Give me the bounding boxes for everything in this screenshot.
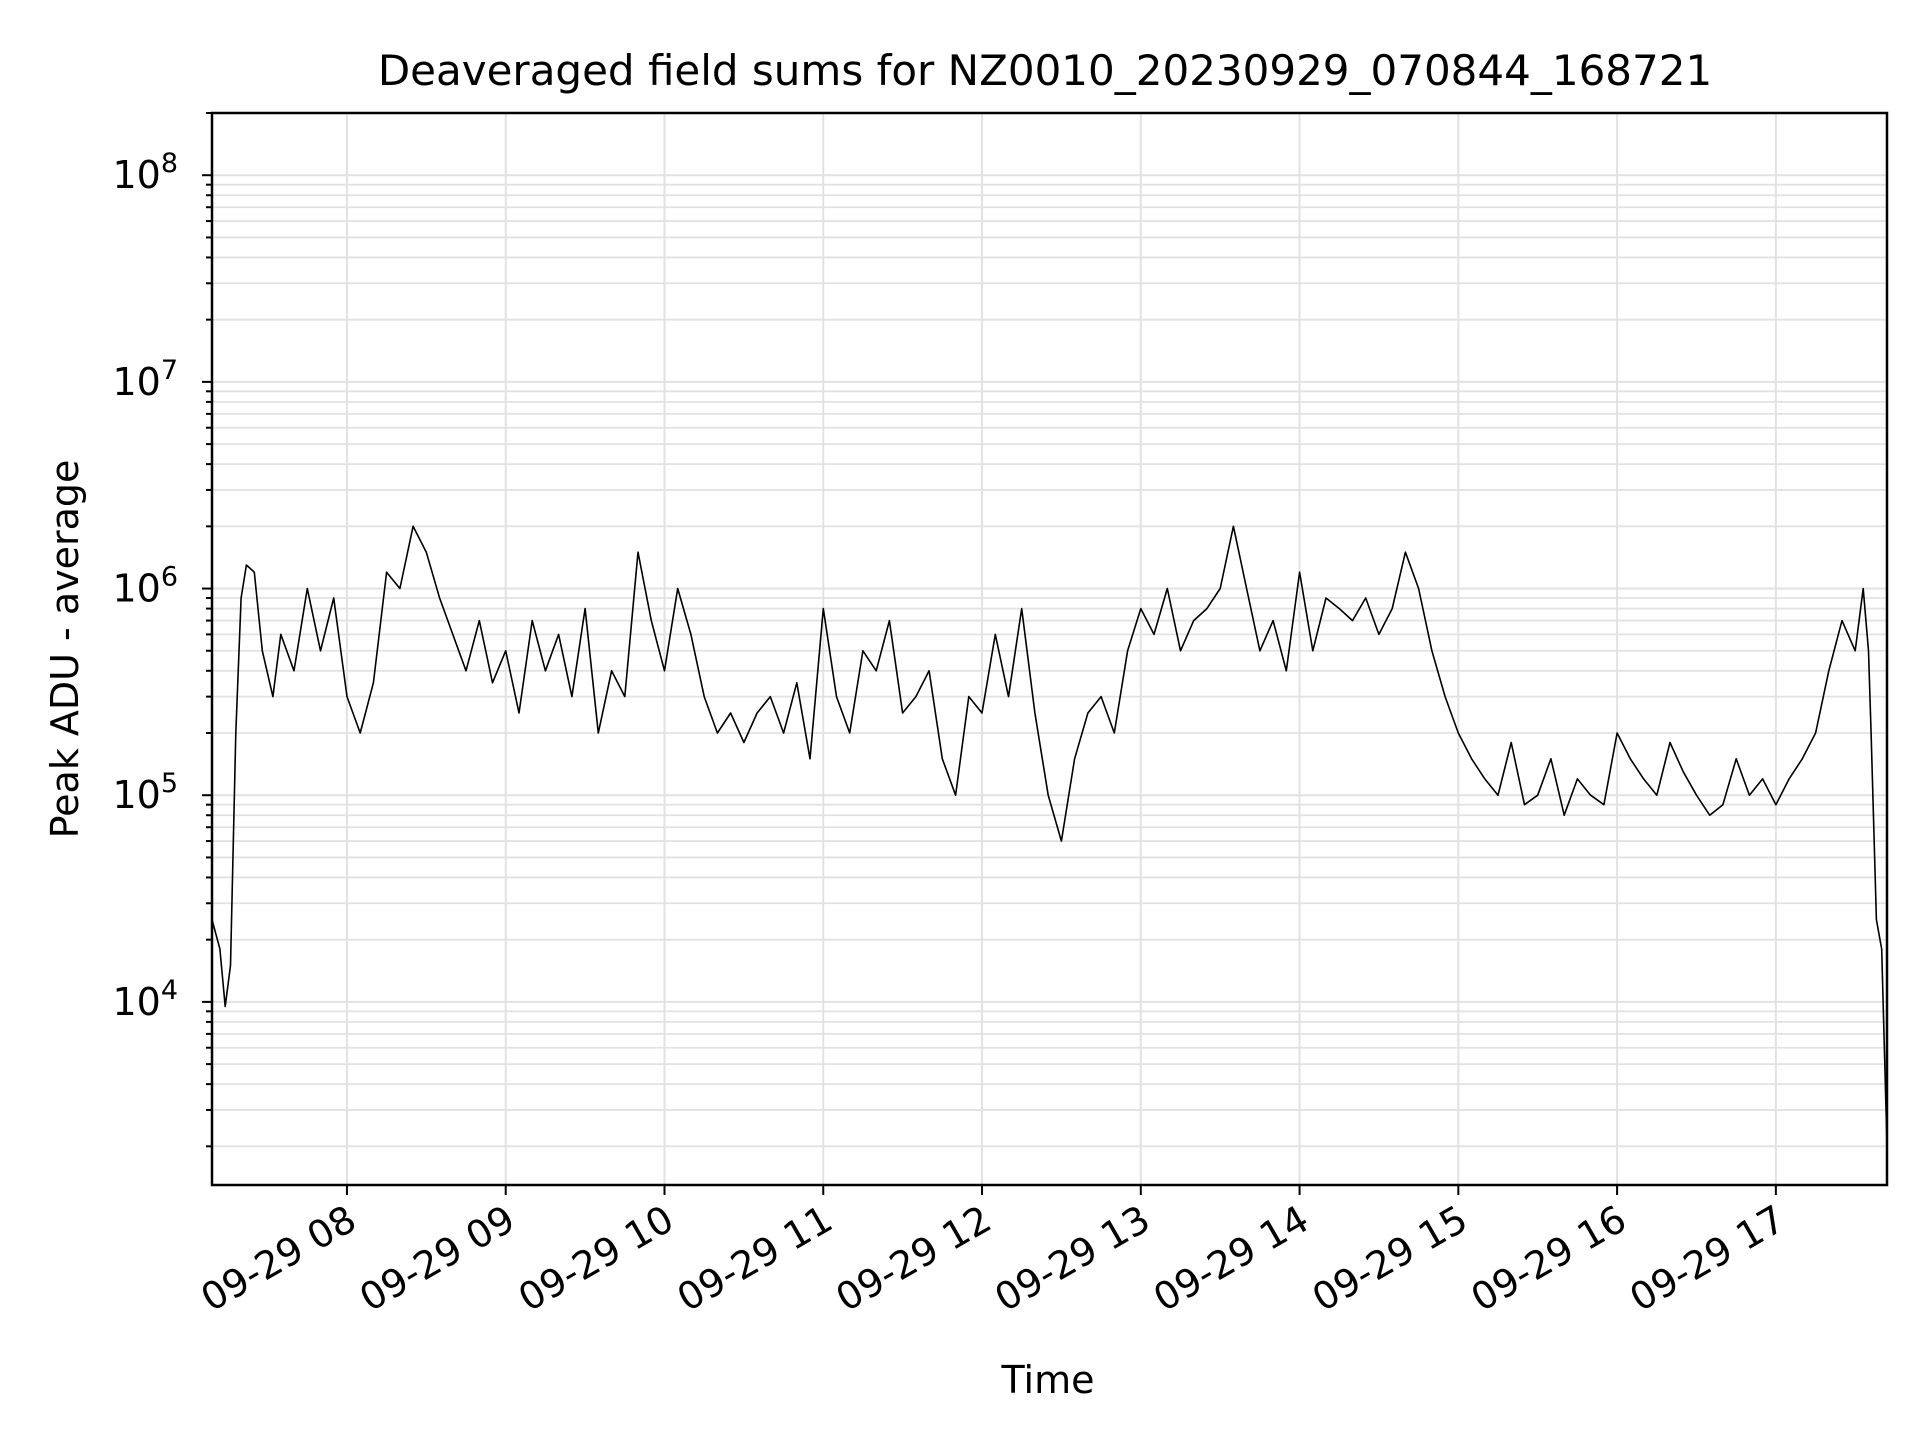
y-tick-label: 108	[112, 148, 178, 197]
y-tick-label: 104	[112, 975, 178, 1024]
y-tick-label: 105	[112, 768, 178, 817]
y-axis-label: Peak ADU - average	[43, 460, 87, 839]
y-tick-label-base: 10	[112, 980, 160, 1024]
y-tick-label: 107	[112, 355, 178, 404]
y-tick-label-base: 10	[112, 153, 160, 197]
plot-frame	[210, 111, 1889, 1187]
x-axis-label: Time	[1001, 1358, 1095, 1402]
y-tick-label-exponent: 4	[161, 975, 178, 1006]
series-line	[211, 525, 1888, 1147]
y-tick-label-exponent: 7	[161, 355, 178, 386]
y-tick-label-base: 10	[112, 360, 160, 404]
y-tick-label-exponent: 5	[161, 768, 178, 799]
y-tick-label-base: 10	[112, 773, 160, 817]
grid-layer	[212, 112, 1887, 1185]
y-tick-label-exponent: 6	[161, 562, 178, 593]
y-tick-label: 106	[112, 562, 178, 611]
chart-title: Deaveraged field sums for NZ0010_2023092…	[378, 46, 1712, 95]
y-tick-label-exponent: 8	[161, 148, 178, 179]
series-layer	[211, 525, 1888, 1147]
y-tick-label-base: 10	[112, 567, 160, 611]
